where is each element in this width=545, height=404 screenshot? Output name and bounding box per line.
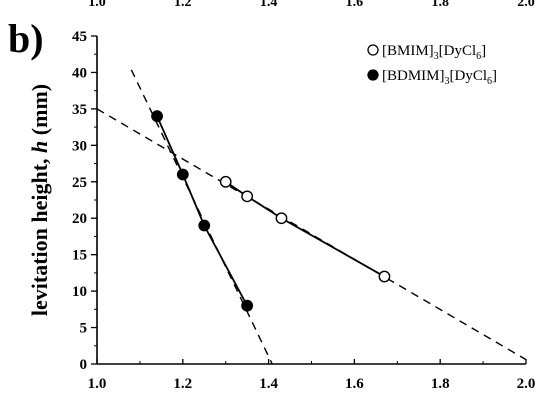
x-tick-label: 2.0 [517,376,536,392]
top-strip-axis-labels: 1.0 1.2 1.4 1.6 1.8 2.0 [88,0,535,10]
x-tick-label: 1.6 [345,376,364,392]
top-strip-label: 1.8 [431,0,449,10]
series-line-0 [225,181,385,278]
series-line-1 [156,115,248,307]
legend-marker-bmim [367,44,379,56]
y-tick-label: 10 [72,284,87,300]
y-axis-ticks: 0 5 10 15 20 25 30 35 40 45 [72,29,97,373]
y-tick-label: 0 [80,357,88,373]
y-tick-label: 25 [72,175,87,191]
x-tick-label: 1.4 [259,376,278,392]
y-tick-label: 35 [72,102,87,118]
data-markers [151,110,391,312]
top-strip-label: 1.0 [88,0,106,10]
y-tick-label: 30 [72,138,87,154]
y-tick-label: 5 [80,321,88,337]
top-strip-label: 2.0 [517,0,535,10]
y-axis-label-prefix: levitation height, [27,153,52,316]
y-axis-label: levitation height, h (mm) [27,84,52,316]
series-lines [156,115,385,307]
legend-marker-bdmim [367,69,379,81]
top-strip-label: 1.6 [346,0,364,10]
legend-label-bmim: [BMIM]3[DyCl6] [382,43,486,62]
data-point-series-1 [241,299,254,312]
legend: [BMIM]3[DyCl6] [BDMIM]3[DyCl6] [367,43,497,87]
y-axis-label-unit: (mm) [27,84,52,141]
fit-lines [96,69,527,365]
y-tick-label: 20 [72,211,87,227]
panel-label: b) [8,16,44,61]
y-tick-label: 45 [72,29,87,45]
y-tick-label: 15 [72,248,87,264]
data-point-series-0 [378,270,391,283]
x-tick-label: 1.0 [88,376,107,392]
top-strip-label: 1.4 [260,0,278,10]
data-point-series-0 [219,175,232,188]
data-point-series-0 [275,212,288,225]
legend-label-bdmim: [BDMIM]3[DyCl6] [382,68,497,87]
data-point-series-1 [176,168,189,181]
data-point-series-0 [241,190,254,203]
data-point-series-1 [151,110,163,123]
x-tick-label: 1.2 [173,376,192,392]
data-point-series-1 [198,219,211,232]
x-axis-ticks: 1.0 1.2 1.4 1.6 1.8 2.0 [88,359,536,392]
x-tick-label: 1.8 [431,376,450,392]
y-axis-label-variable: h [27,141,52,153]
fit-line-series-1 [130,69,273,365]
y-tick-label: 40 [72,65,87,81]
top-strip-label: 1.2 [174,0,192,10]
plot-area [96,36,526,365]
